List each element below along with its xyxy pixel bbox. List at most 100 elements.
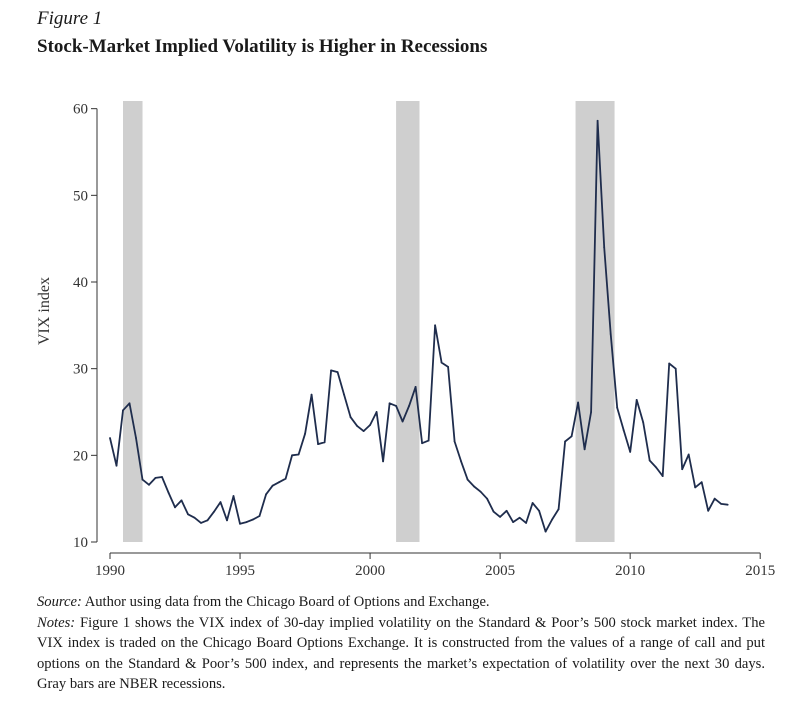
data-point [642, 421, 645, 424]
data-point [460, 460, 463, 463]
x-tick-label-2005: 2005 [485, 563, 515, 579]
y-tick-label-50: 50 [73, 188, 88, 204]
data-point [382, 460, 384, 463]
data-point [616, 406, 619, 409]
data-point [174, 506, 176, 509]
data-point [473, 485, 476, 488]
data-point [622, 429, 625, 432]
data-point [557, 508, 560, 510]
data-point [479, 490, 482, 493]
data-point [206, 519, 209, 522]
data-point [421, 442, 423, 445]
data-point [167, 491, 170, 494]
data-point [720, 502, 723, 505]
recession-bar-2 [396, 101, 420, 542]
data-point [531, 502, 534, 504]
data-point [726, 503, 729, 506]
source-label: Source: [37, 594, 82, 610]
data-point [694, 486, 697, 489]
data-point [525, 522, 528, 524]
series-line-1 [109, 119, 728, 533]
data-point [427, 439, 430, 442]
figure-title: Stock-Market Implied Volatility is Highe… [37, 36, 488, 57]
data-point [109, 437, 111, 439]
data-point [440, 361, 443, 364]
data-point [252, 518, 254, 521]
data-point [278, 481, 280, 484]
source-line: Source: Author using data from the Chica… [37, 592, 765, 613]
data-point [193, 516, 196, 519]
data-point [187, 513, 189, 516]
data-point [700, 481, 703, 484]
data-point [603, 246, 606, 249]
data-point [304, 432, 306, 435]
data-point [115, 464, 118, 467]
vix-line-chart: 10 20 30 40 50 60 1990 1995 2000 2005 2010 2015 VIX… [36, 101, 775, 579]
data-point [577, 401, 580, 404]
recession-bars [123, 101, 615, 542]
data-point [323, 441, 326, 444]
data-point [141, 478, 144, 481]
data-point [707, 509, 710, 512]
data-point [388, 402, 391, 405]
notes-text: Figure 1 shows the VIX index of 30-day i… [37, 614, 765, 693]
data-point [408, 405, 410, 407]
data-point [414, 385, 417, 388]
data-point [486, 497, 489, 500]
data-point [362, 430, 365, 432]
recession-bar-1 [123, 101, 143, 542]
data-point [687, 453, 690, 456]
data-point [375, 411, 378, 413]
data-point [492, 510, 495, 513]
data-point [336, 371, 339, 374]
data-point [648, 459, 651, 462]
data-point [583, 448, 586, 451]
x-tick-label-2000: 2000 [355, 563, 385, 579]
data-point [245, 521, 248, 523]
y-tick-label-30: 30 [73, 362, 88, 378]
figure-label: Figure 1 [37, 8, 103, 29]
data-point [297, 453, 300, 456]
data-point [609, 333, 612, 335]
recession-bar-3 [575, 101, 615, 542]
data-point [466, 478, 469, 481]
data-point [330, 369, 332, 372]
data-point [661, 475, 664, 478]
y-tick-label-20: 20 [73, 448, 88, 464]
y-tick-label-10: 10 [73, 535, 88, 551]
data-point [213, 510, 215, 513]
notes-label: Notes: [37, 614, 76, 631]
data-point [570, 435, 573, 438]
data-point [629, 450, 632, 453]
data-point [349, 416, 352, 419]
data-point [518, 516, 521, 519]
x-tick-label-2015: 2015 [745, 563, 775, 579]
data-point [180, 499, 183, 502]
data-point [135, 437, 137, 439]
data-point [713, 497, 716, 500]
data-point [232, 495, 235, 497]
data-point [128, 402, 131, 405]
data-point [512, 521, 515, 523]
axes: 10 20 30 40 50 60 1990 1995 2000 2005 2010 2015 [73, 102, 775, 579]
data-point [356, 424, 358, 427]
source-text: Author using data from the Chicago Board… [84, 594, 490, 610]
data-point [154, 476, 157, 479]
data-point [284, 477, 287, 480]
data-point [635, 398, 638, 401]
data-point [343, 393, 345, 396]
figure-notes: Source: Author using data from the Chica… [37, 592, 765, 695]
data-point [564, 440, 567, 443]
notes-paragraph: Notes: Figure 1 shows the VIX index of 3… [37, 613, 765, 695]
y-axis-label: VIX index [36, 277, 53, 345]
y-tick-label-60: 60 [73, 102, 88, 118]
data-point [271, 484, 274, 487]
vix-series [109, 119, 729, 533]
data-point [401, 420, 404, 423]
data-point [200, 522, 202, 524]
y-tick-label-40: 40 [73, 275, 88, 291]
data-point [505, 509, 508, 512]
data-point [265, 493, 267, 496]
data-point [258, 515, 261, 517]
data-point [291, 454, 293, 457]
